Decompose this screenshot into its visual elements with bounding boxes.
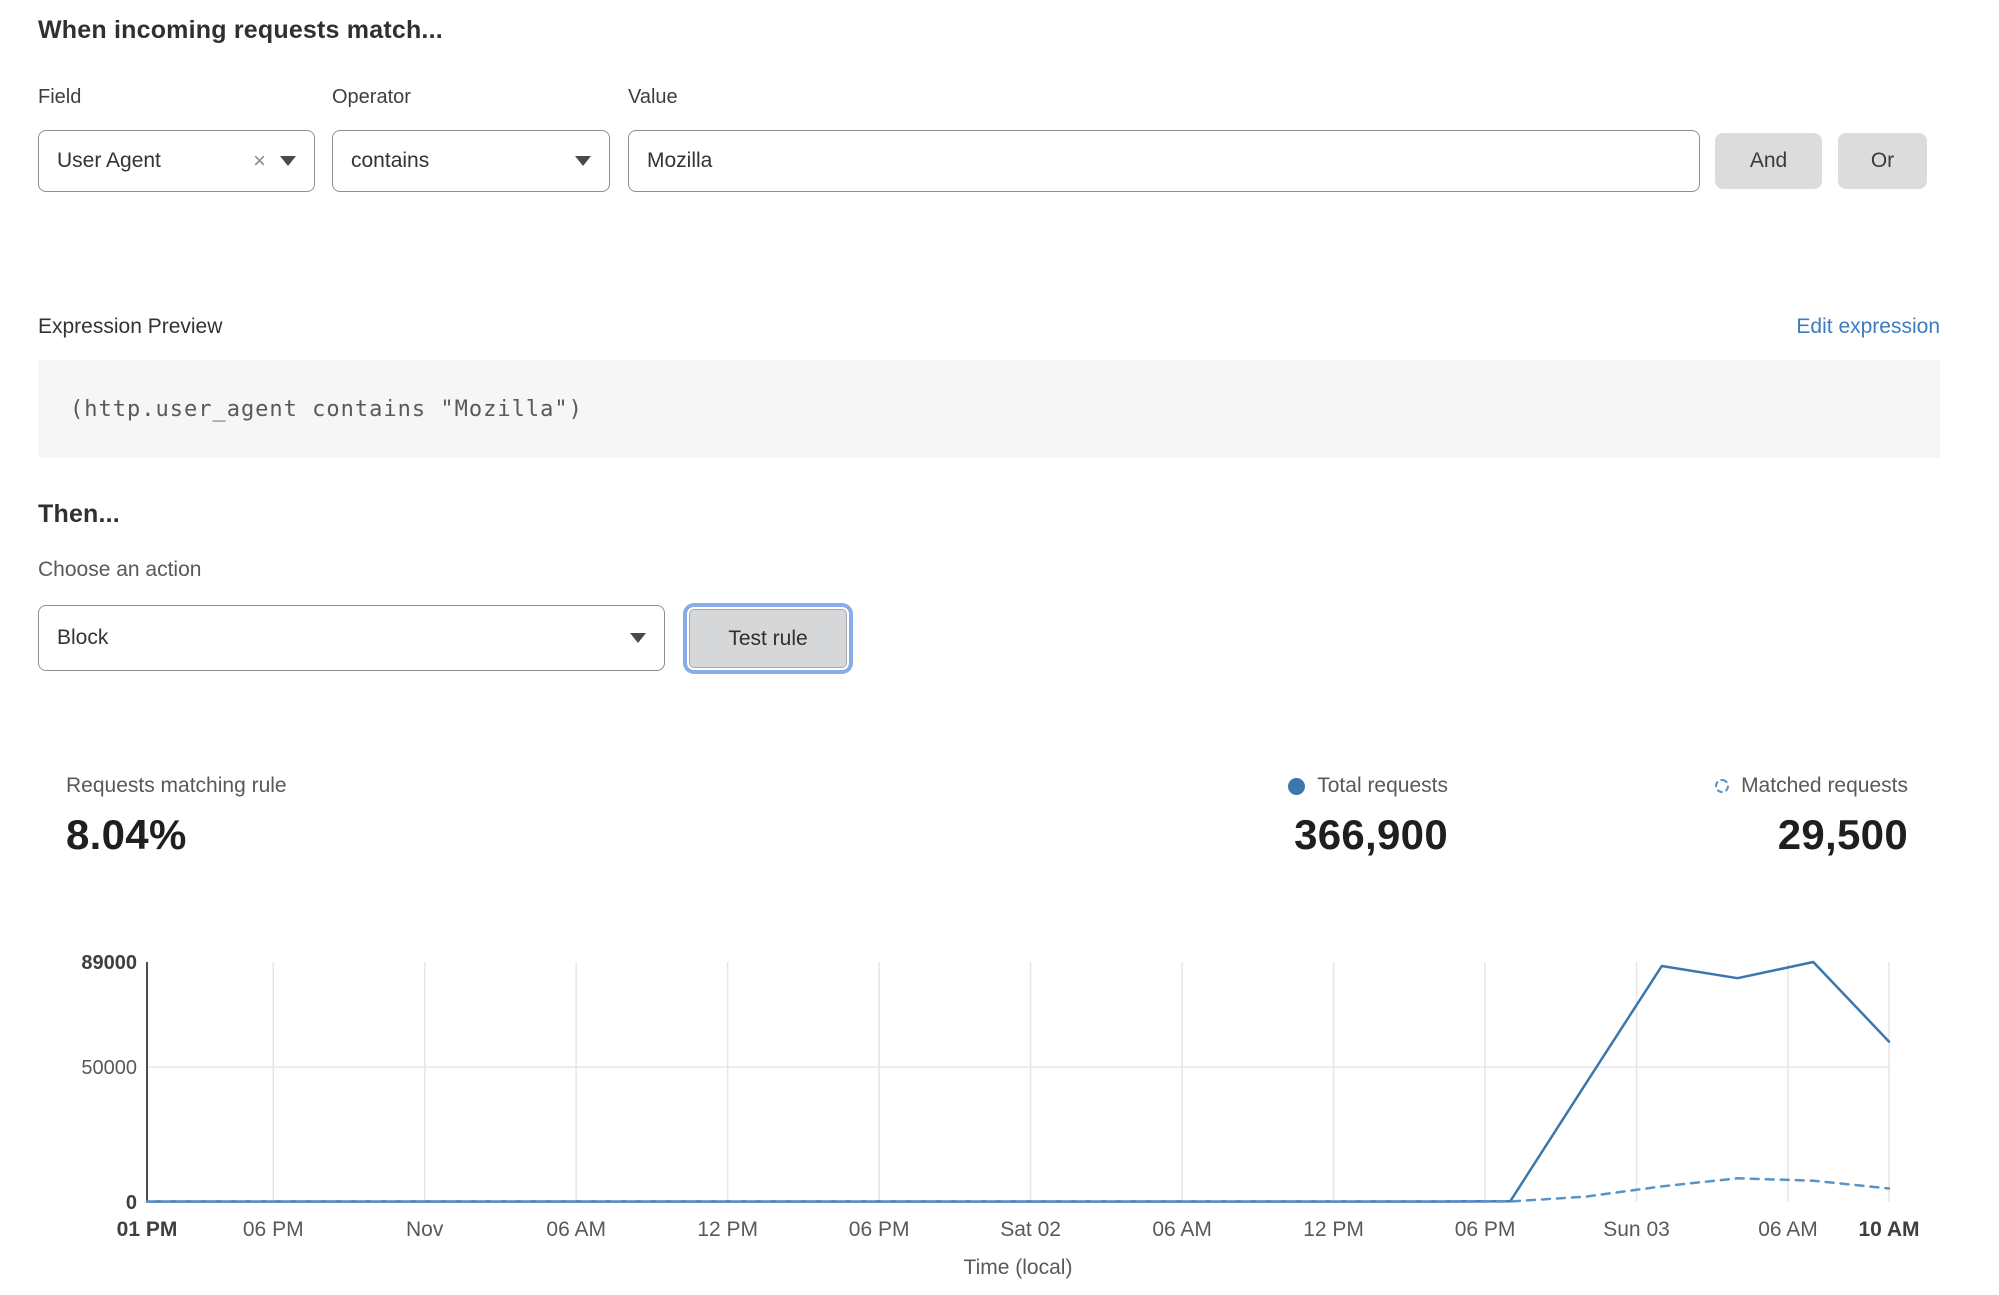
y-tick-label: 50000 bbox=[81, 1057, 137, 1079]
operator-select-value: contains bbox=[351, 149, 430, 172]
expression-preview-label: Expression Preview bbox=[38, 315, 223, 338]
y-tick-label: 0 bbox=[126, 1192, 137, 1214]
stat-requests-matching: Requests matching rule 8.04% bbox=[66, 774, 287, 859]
x-tick-label: 06 PM bbox=[243, 1218, 304, 1241]
value-input[interactable] bbox=[628, 130, 1700, 192]
x-tick-label: 06 AM bbox=[546, 1218, 606, 1241]
match-heading: When incoming requests match... bbox=[38, 16, 443, 44]
action-select[interactable]: Block bbox=[38, 605, 665, 671]
expression-code-block: (http.user_agent contains "Mozilla") bbox=[38, 360, 1940, 458]
x-tick-label: 06 AM bbox=[1758, 1218, 1818, 1241]
series-solid-line bbox=[145, 960, 1891, 1203]
chevron-down-icon bbox=[280, 156, 296, 166]
x-tick-label: 06 PM bbox=[1455, 1218, 1516, 1241]
operator-select[interactable]: contains bbox=[332, 130, 610, 192]
matched-requests-value: 29,500 bbox=[1777, 811, 1908, 858]
x-tick-label: Sun 03 bbox=[1603, 1218, 1670, 1241]
total-requests-value: 366,900 bbox=[1294, 811, 1448, 858]
field-select-value: User Agent bbox=[57, 149, 161, 172]
or-button[interactable]: Or bbox=[1838, 133, 1927, 189]
stat-matched-requests: Matched requests 29,500 bbox=[1715, 774, 1908, 859]
matched-requests-label: Matched requests bbox=[1741, 774, 1908, 797]
chevron-down-icon bbox=[575, 156, 591, 166]
requests-matching-value: 8.04% bbox=[66, 811, 187, 858]
x-axis-title: Time (local) bbox=[964, 1256, 1073, 1279]
series-dashed-line bbox=[145, 1177, 1891, 1203]
operator-label: Operator bbox=[332, 86, 411, 108]
test-rule-button[interactable]: Test rule bbox=[689, 609, 847, 668]
x-tick-label: 12 PM bbox=[1303, 1218, 1364, 1241]
value-label: Value bbox=[628, 86, 678, 108]
x-tick-label: Nov bbox=[406, 1218, 444, 1241]
field-label: Field bbox=[38, 86, 82, 108]
x-tick-label: 10 AM bbox=[1858, 1218, 1919, 1241]
requests-matching-label: Requests matching rule bbox=[66, 774, 287, 797]
x-tick-label: 12 PM bbox=[697, 1218, 758, 1241]
action-select-value: Block bbox=[57, 626, 109, 649]
expression-code: (http.user_agent contains "Mozilla") bbox=[70, 396, 583, 422]
then-heading: Then... bbox=[38, 500, 120, 528]
choose-action-label: Choose an action bbox=[38, 558, 202, 581]
chevron-down-icon bbox=[630, 633, 646, 643]
edit-expression-link[interactable]: Edit expression bbox=[1796, 315, 1940, 338]
requests-time-series-chart: 0 50000 89000 01 PM 06 PM Nov 06 AM 12 PM 06 PM S… bbox=[81, 952, 1919, 1279]
field-select[interactable]: User Agent × bbox=[38, 130, 315, 192]
solid-dot-icon bbox=[1288, 777, 1306, 795]
total-requests-label: Total requests bbox=[1317, 774, 1448, 797]
x-tick-label: 06 AM bbox=[1152, 1218, 1212, 1241]
clear-field-icon[interactable]: × bbox=[253, 148, 266, 173]
y-tick-label: 89000 bbox=[81, 952, 137, 974]
dashed-circle-icon bbox=[1715, 779, 1730, 793]
x-tick-label: Sat 02 bbox=[1000, 1218, 1061, 1241]
and-button[interactable]: And bbox=[1715, 133, 1822, 189]
x-tick-label: 06 PM bbox=[849, 1218, 910, 1241]
stat-total-requests: Total requests 366,900 bbox=[1288, 774, 1448, 859]
x-tick-label: 01 PM bbox=[117, 1218, 178, 1241]
